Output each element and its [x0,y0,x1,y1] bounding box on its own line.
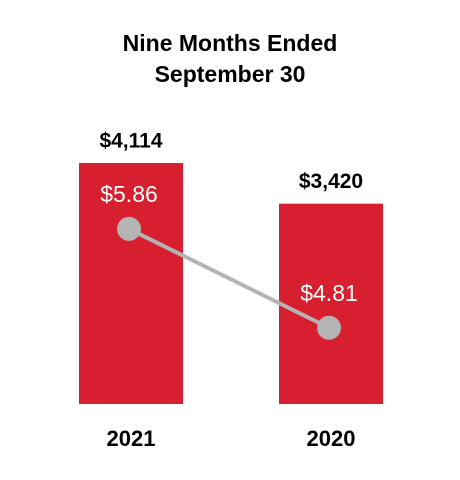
x-tick-label: 2021 [107,426,156,451]
line-value-label: $4.81 [300,280,358,306]
line-value-label: $5.86 [100,181,158,207]
line [128,227,330,330]
bar-value-label: $3,420 [299,170,363,193]
x-tick-label: 2020 [307,426,356,451]
bar [279,203,383,404]
bar [79,163,183,404]
line-marker [317,315,341,340]
bar-value-label: $4,114 [99,130,162,153]
line-marker [117,216,141,241]
chart-title: Nine Months Ended September 30 [122,30,338,87]
